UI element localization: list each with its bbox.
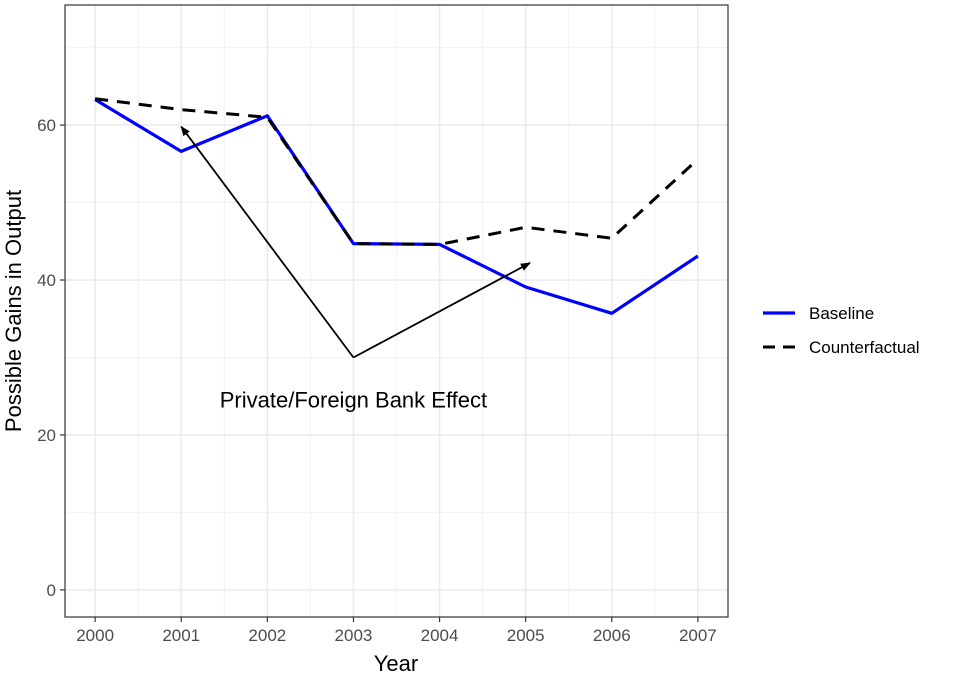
x-tick-label: 2005 — [507, 626, 545, 645]
annotation-arrow — [353, 262, 531, 359]
grid-major — [65, 5, 728, 617]
annotation-layer: Private/Foreign Bank Effect — [180, 125, 531, 412]
plot-border — [64, 4, 729, 618]
x-tick-label: 2004 — [421, 626, 459, 645]
legend: Baseline Counterfactual — [763, 304, 920, 357]
y-tick-label: 0 — [47, 581, 56, 600]
series-line-counterfactual — [94, 97, 699, 246]
x-axis-title: Year — [374, 651, 418, 676]
legend-label-baseline: Baseline — [809, 304, 874, 323]
x-tick-label: 2000 — [76, 626, 114, 645]
y-tick-label: 60 — [37, 116, 56, 135]
x-tick-label: 2003 — [335, 626, 373, 645]
y-axis: 0 20 40 60 — [37, 116, 65, 600]
y-tick-label: 40 — [37, 271, 56, 290]
grid-minor — [65, 5, 728, 617]
x-tick-label: 2001 — [162, 626, 200, 645]
y-axis-title: Possible Gains in Output — [1, 190, 26, 432]
annotation-label: Private/Foreign Bank Effect — [220, 387, 487, 412]
x-axis: 2000 2001 2002 2003 2004 2005 2006 2007 — [76, 617, 717, 645]
legend-label-counterfactual: Counterfactual — [809, 338, 920, 357]
x-tick-label: 2002 — [248, 626, 286, 645]
y-tick-label: 20 — [37, 426, 56, 445]
x-tick-label: 2006 — [593, 626, 631, 645]
x-tick-label: 2007 — [679, 626, 717, 645]
annotation-arrow — [180, 125, 355, 359]
